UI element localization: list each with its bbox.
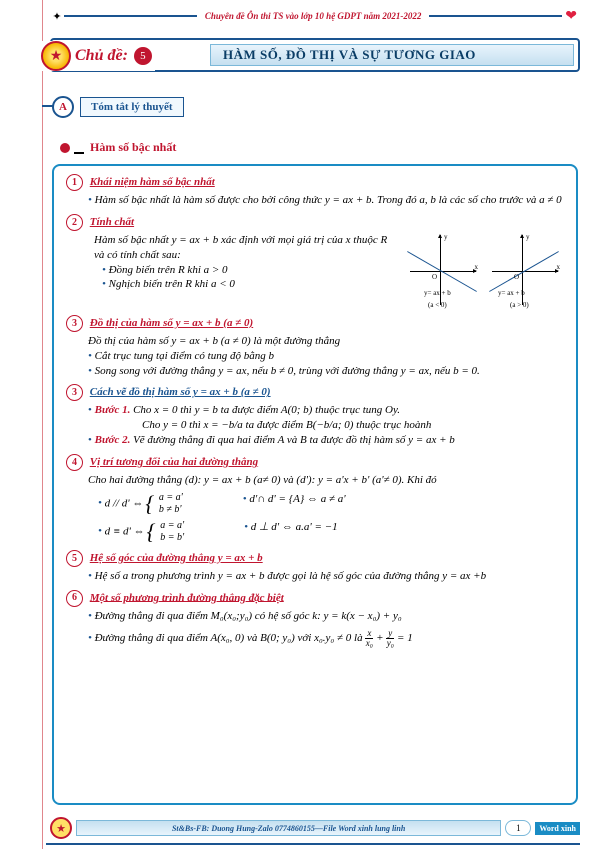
topic-label: Chủ đề: [75,47,128,65]
bullet: Đường thẳng đi qua điểm A(x₀, 0) và B(0;… [88,629,564,648]
summary-heading: A Tóm tắt lý thuyết [52,96,184,118]
page-footer: ★ St&Bs-FB: Duong Hung-Zalo 0774860155—F… [50,817,580,839]
formula: d // d' ⇔{ a = a'b ≠ b' [98,492,183,516]
body-text: Cho x = 0 thì y = b ta được điểm A(0; b)… [133,404,400,416]
item-number: 4 [66,454,83,471]
subheading: Đồ thị của hàm số y = ax + b (a ≠ 0) [90,317,253,329]
subheading: Hệ số góc của đường thẳng y = ax + b [90,552,263,564]
bullet: Đường thẳng đi qua điểm M₀(x₀;y₀) có hệ … [88,609,564,624]
section-heading: Hàm số bậc nhất [60,140,176,155]
graph-pair: y x O y= ax + b (a < 0) y x O y= ax + b … [406,233,560,311]
graph-negative-slope: y x O y= ax + b (a < 0) [406,233,478,311]
star-icon: ✦ [50,9,64,23]
footer-rule [46,843,580,845]
subheading: Tính chất [90,216,134,228]
body-text: Hệ số a trong phương trình y = ax + b đư… [88,569,564,584]
subheading: Khái niệm hàm số bậc nhất [90,176,215,188]
body-text: Hàm số bậc nhất y = ax + b xác định với … [94,234,387,261]
body-text: Đồ thị của hàm số y = ax + b (a ≠ 0) là … [88,335,340,347]
item-number: 2 [66,214,83,231]
subheading: Vị trí tương đối của hai đường thẳng [90,456,258,468]
subheading: Một số phương trình đường thẳng đặc biệt [90,591,284,603]
item-number: 6 [66,590,83,607]
bullet: Cắt trục tung tại điểm có tung độ bằng b [88,349,564,364]
body-text: Cho y = 0 thì x = −b/a ta được điểm B(−b… [142,418,564,433]
item-number: 3 [66,384,83,401]
formula: d'∩ d' = {A} ⇔ a ≠ a' [243,492,346,516]
topic-title: HÀM SỐ, ĐỒ THỊ VÀ SỰ TƯƠNG GIAO [210,44,574,66]
section-letter: A [52,96,74,118]
header-breadcrumb: Chuyên đề Ôn thi TS vào lớp 10 hệ GDPT n… [197,11,430,21]
body-text: Hàm số bậc nhất là hàm số được cho bởi c… [88,193,564,208]
footer-credit: St&Bs-FB: Duong Hung-Zalo 0774860155—Fil… [76,820,501,836]
item-number: 1 [66,174,83,191]
footer-tag: Word xinh [535,822,580,835]
topic-banner: ★ Chủ đề: 5 HÀM SỐ, ĐỒ THỊ VÀ SỰ TƯƠNG G… [50,38,580,72]
formula: d ≡ d' ⇔{ a = a'b = b' [98,520,184,544]
margin-rule [42,0,43,849]
bullet-icon [60,143,70,153]
section-title: Hàm số bậc nhất [90,140,176,155]
summary-label: Tóm tắt lý thuyết [80,97,184,117]
page-header: ✦ Chuyên đề Ôn thi TS vào lớp 10 hệ GDPT… [50,8,580,24]
subheading: Cách vẽ đồ thị hàm số y = ax + b (a ≠ 0) [90,386,271,398]
topic-number: 5 [134,47,152,65]
star-bullet-icon: ★ [41,41,71,71]
body-text: Cho hai đường thẳng (d): y = ax + b (a≠ … [88,473,564,488]
graph-positive-slope: y x O y= ax + b (a > 0) [488,233,560,311]
item-number: 5 [66,550,83,567]
body-text: Vẽ đường thẳng đi qua hai điểm A và B ta… [133,434,455,446]
item-number: 3 [66,315,83,332]
formula: d ⊥ d' ⇔ a.a' = −1 [244,520,338,544]
bullet: Song song với đường thẳng y = ax, nếu b … [88,364,564,379]
page-number: 1 [505,820,531,836]
star-icon: ★ [50,817,72,839]
heart-icon: ❤ [562,8,580,25]
content-panel: 1 Khái niệm hàm số bậc nhất Hàm số bậc n… [52,164,578,805]
